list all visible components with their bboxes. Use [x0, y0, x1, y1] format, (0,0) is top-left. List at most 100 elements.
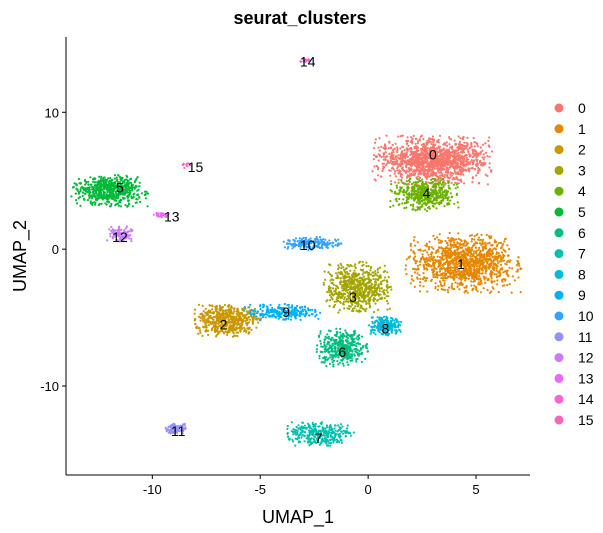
- data-point: [475, 150, 478, 153]
- data-point: [374, 294, 377, 297]
- data-point: [410, 136, 413, 139]
- data-point: [388, 307, 391, 310]
- data-point: [446, 244, 449, 247]
- data-point: [425, 172, 428, 175]
- data-point: [463, 141, 466, 144]
- data-point: [348, 276, 351, 279]
- data-point: [470, 255, 474, 258]
- data-point: [430, 178, 433, 181]
- data-point: [359, 284, 362, 287]
- data-point: [465, 289, 468, 293]
- data-point: [81, 194, 84, 197]
- data-point: [378, 266, 382, 269]
- data-point: [460, 259, 463, 262]
- data-point: [445, 194, 448, 197]
- data-point: [359, 279, 362, 282]
- data-point: [470, 273, 473, 276]
- data-point: [411, 183, 414, 186]
- data-point: [211, 308, 214, 311]
- data-point: [458, 145, 461, 148]
- data-point: [373, 165, 376, 168]
- data-point: [479, 262, 482, 265]
- data-point: [426, 259, 429, 262]
- data-point: [92, 192, 95, 195]
- data-point: [391, 166, 394, 169]
- data-point: [119, 178, 122, 181]
- data-point: [215, 307, 218, 310]
- data-point: [75, 184, 78, 187]
- data-point: [438, 265, 441, 268]
- data-point: [355, 279, 358, 282]
- data-point: [371, 274, 374, 278]
- data-point: [416, 140, 420, 143]
- data-point: [424, 279, 427, 283]
- data-point: [430, 278, 433, 281]
- data-point: [450, 151, 453, 154]
- data-point: [104, 178, 107, 181]
- data-point: [418, 208, 421, 211]
- cluster-1-points: [404, 231, 523, 294]
- data-point: [380, 155, 383, 159]
- data-point: [227, 315, 230, 318]
- data-point: [457, 206, 460, 209]
- data-point: [245, 324, 249, 327]
- data-point: [448, 256, 451, 259]
- data-point: [446, 251, 449, 254]
- data-point: [92, 180, 95, 183]
- data-point: [125, 184, 129, 187]
- data-point: [222, 315, 225, 318]
- data-point: [94, 184, 97, 187]
- data-point: [419, 277, 422, 280]
- data-point: [459, 140, 462, 143]
- data-point: [430, 246, 433, 249]
- data-point: [432, 186, 435, 189]
- data-point: [457, 151, 460, 155]
- data-point: [339, 280, 342, 283]
- data-point: [423, 193, 426, 196]
- data-point: [225, 325, 228, 328]
- data-point: [429, 197, 432, 200]
- data-point: [456, 268, 459, 271]
- data-point: [469, 259, 472, 262]
- data-point: [379, 276, 382, 279]
- data-point: [501, 280, 504, 283]
- data-point: [89, 202, 92, 205]
- data-point: [484, 281, 487, 284]
- data-point: [423, 208, 427, 211]
- data-point: [414, 154, 417, 157]
- data-point: [473, 269, 477, 272]
- data-point: [394, 181, 397, 184]
- data-point: [499, 263, 503, 266]
- data-point: [441, 277, 445, 280]
- data-point: [371, 170, 374, 173]
- data-point: [133, 187, 136, 190]
- data-point: [442, 181, 445, 184]
- data-point: [425, 146, 428, 149]
- data-point: [109, 182, 112, 185]
- data-point: [328, 291, 331, 294]
- data-point: [471, 237, 474, 241]
- data-point: [411, 163, 414, 166]
- data-point: [364, 310, 367, 313]
- data-point: [504, 237, 507, 240]
- data-point: [422, 165, 425, 168]
- data-point: [352, 287, 355, 290]
- data-point: [232, 319, 235, 322]
- data-point: [438, 191, 442, 194]
- data-point: [477, 236, 480, 239]
- data-point: [482, 275, 485, 278]
- data-point: [506, 254, 509, 257]
- data-point: [438, 171, 441, 174]
- data-point: [365, 265, 368, 268]
- data-point: [469, 267, 472, 270]
- data-point: [121, 180, 125, 183]
- data-point: [220, 306, 223, 309]
- data-point: [223, 332, 226, 335]
- data-point: [243, 314, 246, 317]
- data-point: [364, 285, 367, 289]
- data-point: [440, 174, 443, 177]
- data-point: [381, 290, 384, 293]
- data-point: [415, 201, 419, 204]
- data-point: [450, 162, 453, 165]
- data-point: [250, 315, 253, 318]
